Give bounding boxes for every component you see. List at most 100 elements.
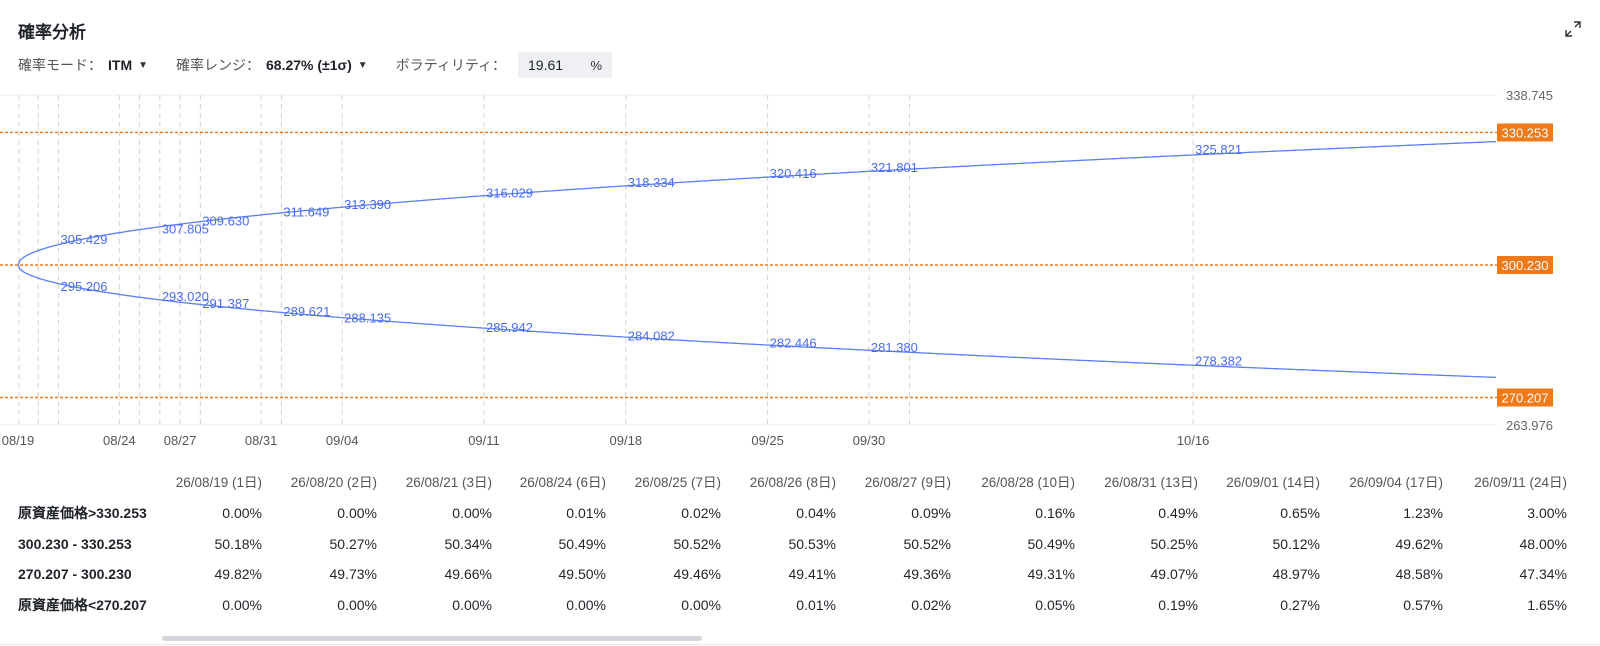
table-cell: 0.05%	[1035, 596, 1075, 613]
controls-bar: 確率モード： ITM ▼ 確率レンジ： 68.27% (±1σ) ▼ ボラティリ…	[18, 52, 612, 78]
row-label: 270.207 - 300.230	[18, 566, 132, 582]
column-header: 26/08/25 (7日)	[634, 475, 721, 490]
table-cell: 49.66%	[444, 566, 492, 582]
probability-mode-label: 確率モード：	[18, 57, 102, 73]
table-cell: 0.00%	[452, 596, 492, 613]
probability-chart: 330.253 300.230 270.207 338.745 263.976 08/19…	[0, 88, 1553, 448]
x-tick-label: 09/25	[751, 433, 784, 448]
column-header: 26/08/19 (1日)	[175, 475, 262, 490]
probability-range-select[interactable]: 68.27% (±1σ)	[266, 57, 352, 73]
page-title: 確率分析	[18, 23, 86, 42]
table-cell: 47.34%	[1519, 566, 1567, 582]
probability-mode-select[interactable]: ITM	[108, 57, 133, 73]
x-tick-label: 09/11	[468, 433, 500, 448]
table-cell: 48.97%	[1272, 566, 1320, 582]
upper-data-label: 325.821	[1195, 142, 1242, 157]
x-tick-label: 09/18	[610, 433, 643, 448]
table-cell: 0.00%	[222, 505, 262, 521]
x-tick-label: 09/04	[326, 433, 359, 448]
table-cell: 1.65%	[1527, 596, 1567, 613]
y-tick-label: 338.745	[1506, 88, 1553, 103]
table-cell: 50.49%	[558, 535, 606, 552]
column-header: 26/08/24 (6日)	[519, 475, 606, 490]
upper-probability-line	[17, 140, 1497, 266]
table-cell: 0.00%	[337, 596, 377, 613]
mode-caret-down-icon[interactable]: ▼	[138, 59, 149, 71]
lower-data-label: 282.446	[770, 335, 817, 350]
table-cell: 3.00%	[1527, 505, 1567, 521]
table-cell: 0.01%	[796, 596, 836, 613]
horizontal-scrollbar[interactable]	[0, 632, 1600, 646]
lower-data-label: 289.621	[283, 304, 330, 319]
expand-icon[interactable]	[1564, 20, 1582, 38]
table-row: 原資産価格<270.207 0.00% 0.00% 0.00% 0.00% 0.00% 0.…	[0, 590, 1600, 620]
x-tick-label: 08/31	[245, 433, 278, 448]
table-cell: 50.52%	[673, 535, 721, 552]
row-label: 300.230 - 330.253	[18, 535, 132, 552]
table-cell: 0.27%	[1280, 596, 1320, 613]
table-cell: 50.12%	[1272, 535, 1320, 552]
table-cell: 0.19%	[1158, 596, 1198, 613]
upper-data-label: 309.630	[202, 214, 249, 229]
volatility-label: ボラティリティ：	[395, 57, 506, 73]
upper-data-label: 313.390	[344, 197, 391, 212]
table-row: 300.230 - 330.253 50.18% 50.27% 50.34% 50.49…	[0, 529, 1600, 559]
table-cell: 50.53%	[788, 535, 836, 552]
table-cell: 49.50%	[558, 566, 606, 582]
upper-data-label: 307.805	[162, 222, 209, 237]
table-cell: 0.16%	[1035, 505, 1075, 521]
column-header: 26/08/21 (3日)	[405, 475, 492, 490]
table-cell: 49.73%	[329, 566, 377, 582]
lower-data-label: 284.082	[628, 328, 675, 343]
table-cell: 50.25%	[1150, 535, 1198, 552]
table-header-row: 26/08/19 (1日) 26/08/20 (2日) 26/08/21 (3日) 2…	[0, 468, 1600, 498]
x-tick-label: 08/24	[103, 433, 136, 448]
table-cell: 0.00%	[337, 505, 377, 521]
table-cell: 49.82%	[214, 566, 262, 582]
volatility-field[interactable]: %	[518, 52, 612, 78]
column-header: 26/08/31 (13日)	[1104, 475, 1198, 490]
table-cell: 0.04%	[796, 505, 836, 521]
column-header: 26/08/27 (9日)	[864, 475, 951, 490]
table-cell: 1.23%	[1403, 505, 1443, 521]
table-cell: 49.36%	[903, 566, 951, 582]
scrollbar-thumb[interactable]	[162, 636, 702, 641]
probability-range-label: 確率レンジ：	[176, 57, 261, 73]
table-row: 270.207 - 300.230 49.82% 49.73% 49.66% 49.50…	[0, 559, 1600, 589]
column-header: 26/09/04 (17日)	[1349, 475, 1443, 490]
table-cell: 0.00%	[566, 596, 606, 613]
volatility-input[interactable]	[528, 57, 576, 73]
volatility-unit: %	[590, 57, 602, 73]
table-cell: 0.65%	[1280, 505, 1320, 521]
x-tick-label: 08/19	[2, 433, 35, 448]
bottom-divider	[0, 644, 1600, 645]
table-cell: 48.00%	[1519, 535, 1567, 552]
table-cell: 0.57%	[1403, 596, 1443, 613]
lower-data-label: 281.380	[871, 340, 918, 355]
upper-data-label: 305.429	[61, 232, 108, 247]
x-tick-label: 08/27	[164, 433, 197, 448]
lower-data-label: 295.206	[61, 279, 108, 294]
table-cell: 50.34%	[444, 535, 492, 552]
x-tick-label: 09/30	[853, 433, 886, 448]
range-caret-down-icon[interactable]: ▼	[357, 59, 368, 71]
row-label: 原資産価格<270.207	[18, 596, 147, 613]
reference-tag	[1497, 388, 1553, 407]
column-header: 26/08/26 (8日)	[749, 475, 836, 490]
table-cell: 0.02%	[911, 596, 951, 613]
table-cell: 0.09%	[911, 505, 951, 521]
table-cell: 49.07%	[1150, 566, 1198, 582]
lower-data-label: 291.387	[202, 296, 249, 311]
table-cell: 48.58%	[1395, 566, 1443, 582]
table-cell: 0.00%	[222, 596, 262, 613]
table-cell: 0.02%	[681, 505, 721, 521]
table-row: 原資産価格>330.253 0.00% 0.00% 0.00% 0.01% 0.02% 0.…	[0, 498, 1600, 528]
table-cell: 0.00%	[452, 505, 492, 521]
upper-data-label: 320.416	[770, 166, 817, 181]
lower-probability-line	[17, 264, 1497, 379]
lower-data-label: 278.382	[1195, 353, 1242, 368]
lower-data-label: 288.135	[344, 310, 391, 325]
table-cell: 49.46%	[673, 566, 721, 582]
lower-data-label: 293.020	[162, 289, 209, 304]
table-cell: 49.62%	[1395, 535, 1443, 552]
